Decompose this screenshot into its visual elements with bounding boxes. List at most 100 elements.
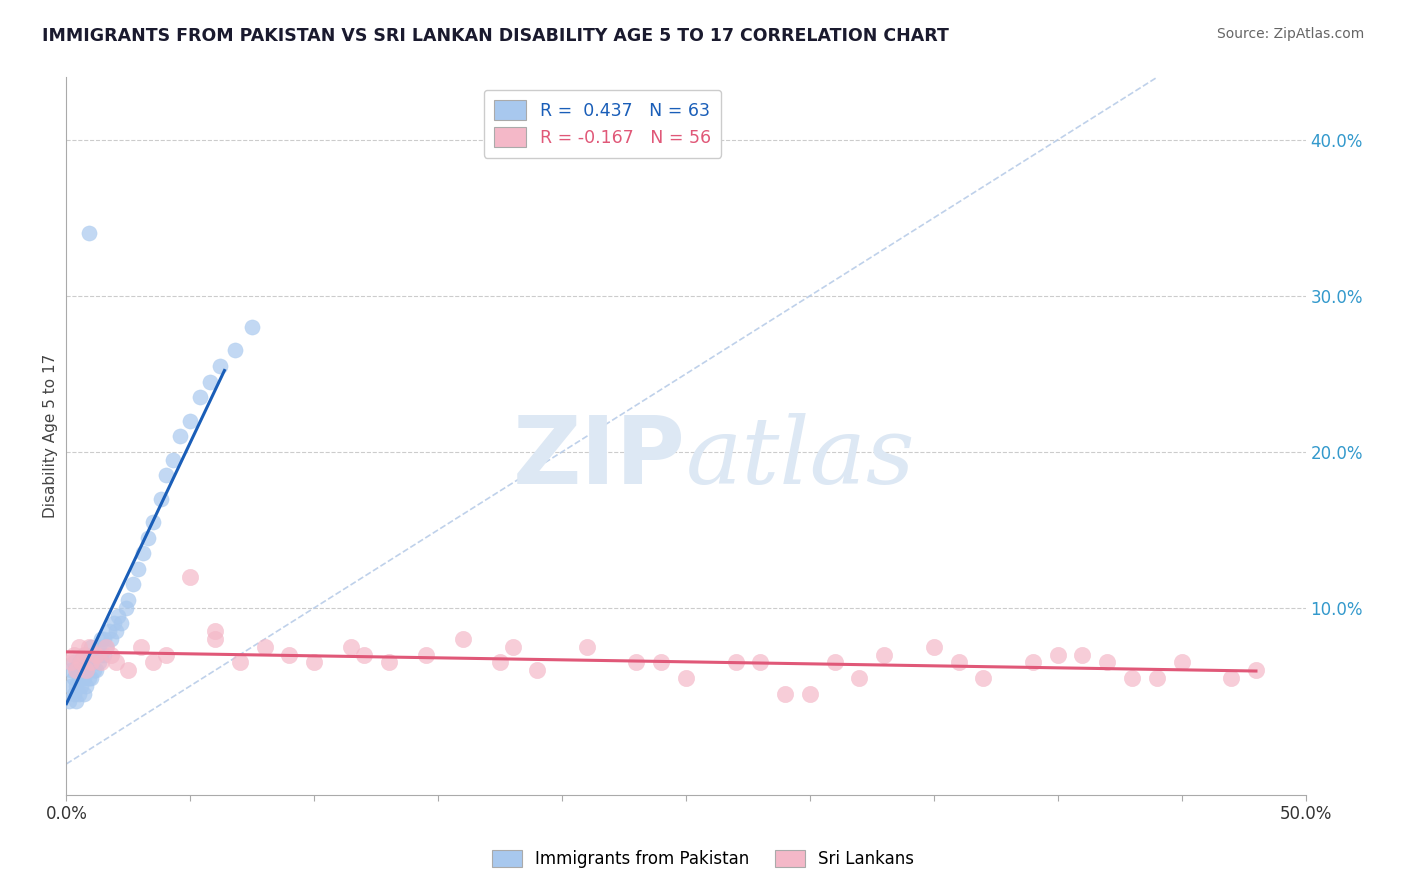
Point: [1220, 671, 1243, 685]
Point: [179, 414, 201, 428]
Point: [75, 663, 97, 677]
Point: [489, 656, 512, 670]
Point: [58, 694, 80, 708]
Legend: Immigrants from Pakistan, Sri Lankans: Immigrants from Pakistan, Sri Lankans: [485, 843, 921, 875]
Point: [83, 648, 105, 662]
Point: [77, 671, 100, 685]
Point: [142, 656, 165, 670]
Point: [94, 640, 117, 654]
Point: [1046, 648, 1069, 662]
Point: [204, 624, 226, 639]
Point: [75, 679, 97, 693]
Point: [162, 452, 184, 467]
Point: [105, 656, 128, 670]
Point: [972, 671, 994, 685]
Point: [340, 640, 363, 654]
Point: [948, 656, 970, 670]
Point: [73, 648, 96, 662]
Point: [60, 656, 83, 670]
Point: [75, 663, 97, 677]
Point: [115, 600, 138, 615]
Point: [70, 656, 93, 670]
Point: [749, 656, 772, 670]
Point: [304, 656, 326, 670]
Point: [93, 632, 115, 646]
Point: [1146, 671, 1168, 685]
Point: [80, 671, 103, 685]
Point: [1170, 656, 1192, 670]
Point: [93, 648, 115, 662]
Point: [129, 640, 152, 654]
Point: [63, 648, 86, 662]
Point: [799, 687, 821, 701]
Point: [97, 624, 120, 639]
Point: [1244, 663, 1267, 677]
Point: [105, 624, 128, 639]
Point: [353, 648, 375, 662]
Point: [824, 656, 846, 670]
Point: [87, 656, 110, 670]
Point: [73, 648, 96, 662]
Point: [67, 640, 90, 654]
Legend: R =  0.437   N = 63, R = -0.167   N = 56: R = 0.437 N = 63, R = -0.167 N = 56: [484, 90, 721, 158]
Point: [70, 671, 93, 685]
Point: [724, 656, 747, 670]
Point: [107, 608, 129, 623]
Point: [65, 679, 87, 693]
Point: [65, 694, 87, 708]
Point: [136, 531, 159, 545]
Point: [63, 671, 86, 685]
Point: [1121, 671, 1143, 685]
Point: [63, 656, 86, 670]
Point: [204, 632, 226, 646]
Point: [84, 648, 107, 662]
Point: [80, 640, 103, 654]
Point: [149, 491, 172, 506]
Point: [253, 640, 276, 654]
Point: [84, 663, 107, 677]
Point: [922, 640, 945, 654]
Point: [110, 616, 132, 631]
Point: [155, 468, 177, 483]
Point: [188, 390, 211, 404]
Point: [67, 687, 90, 701]
Point: [77, 656, 100, 670]
Point: [94, 640, 117, 654]
Point: [122, 577, 145, 591]
Point: [67, 663, 90, 677]
Point: [169, 429, 191, 443]
Point: [83, 663, 105, 677]
Point: [103, 616, 125, 631]
Point: [198, 375, 221, 389]
Point: [73, 663, 96, 677]
Point: [75, 648, 97, 662]
Point: [60, 663, 83, 677]
Point: [127, 562, 149, 576]
Point: [117, 593, 139, 607]
Point: [229, 656, 252, 670]
Point: [77, 640, 100, 654]
Point: [240, 320, 263, 334]
Point: [451, 632, 474, 646]
Point: [873, 648, 896, 662]
Point: [90, 656, 112, 670]
Point: [132, 546, 155, 560]
Point: [526, 663, 548, 677]
Point: [502, 640, 524, 654]
Point: [675, 671, 697, 685]
Point: [65, 663, 87, 677]
Point: [278, 648, 301, 662]
Point: [80, 656, 103, 670]
Point: [650, 656, 672, 670]
Point: [70, 679, 93, 693]
Point: [80, 656, 103, 670]
Point: [77, 227, 100, 241]
Text: Source: ZipAtlas.com: Source: ZipAtlas.com: [1216, 27, 1364, 41]
Point: [73, 687, 96, 701]
Text: atlas: atlas: [686, 413, 915, 503]
Point: [67, 656, 90, 670]
Point: [100, 632, 122, 646]
Point: [155, 648, 177, 662]
Point: [1071, 648, 1094, 662]
Point: [1097, 656, 1119, 670]
